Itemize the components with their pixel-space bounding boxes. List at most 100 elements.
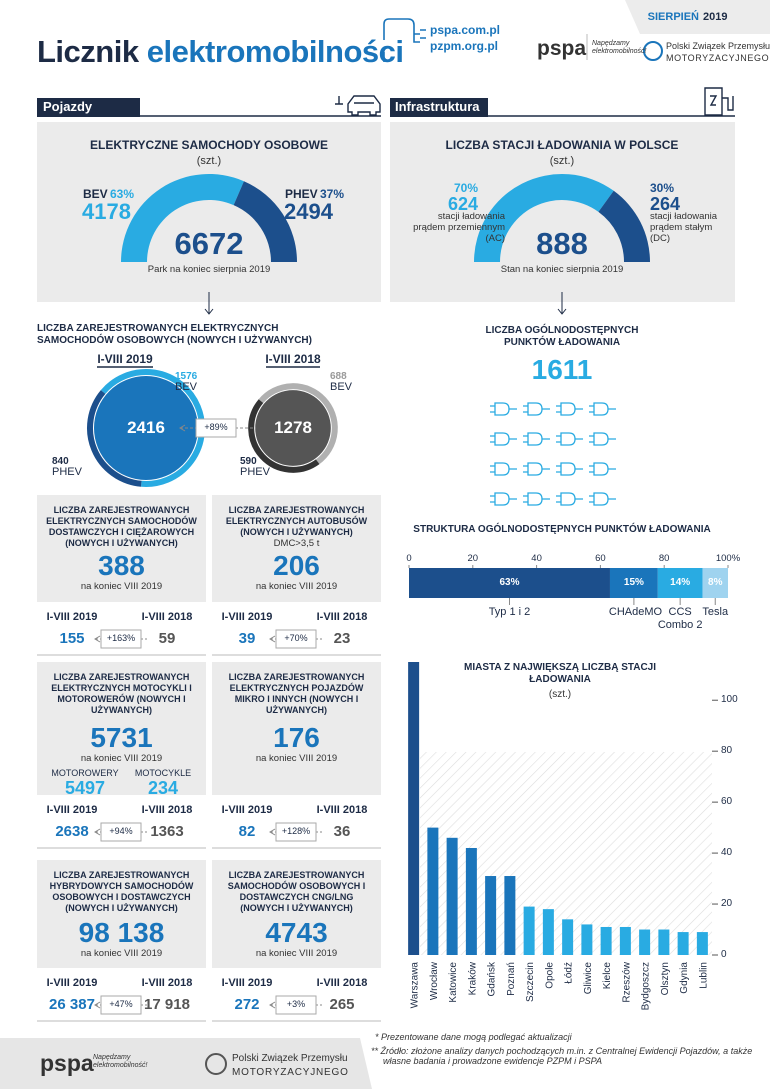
previous-value: 265	[329, 996, 355, 1013]
current-value: 2638	[55, 823, 89, 840]
website: pspa.com.pl	[430, 23, 501, 37]
x-tick-label: Lublin	[698, 962, 709, 989]
part-count: 4178	[82, 199, 131, 224]
part-name: PHEV	[285, 187, 318, 201]
total-circle	[255, 390, 331, 466]
phev-label: PHEV	[240, 466, 270, 478]
x-tick-label: 80	[658, 553, 670, 564]
pspa-logo: pspa	[537, 37, 587, 60]
plug-icon	[490, 462, 517, 476]
gauge-total: 6672	[174, 226, 244, 261]
x-tick-label: Rzeszów	[621, 961, 632, 1002]
part-share: 63%	[110, 187, 135, 201]
x-tick-label: Gdynia	[679, 962, 690, 994]
section-tab	[37, 98, 140, 117]
footer-band	[0, 1038, 372, 1089]
plug-icon	[523, 462, 550, 476]
change-box	[100, 822, 142, 842]
panel-title: LICZBA STACJI ŁADOWANIA W POLSCE	[445, 138, 679, 152]
current-value: 82	[238, 823, 256, 840]
box-total: 206	[273, 550, 320, 581]
bev-label: BEV	[175, 381, 198, 393]
y-tick-label: 20	[721, 898, 733, 910]
category-label: Tesla	[702, 606, 729, 618]
x-tick-label: Kielce	[602, 962, 613, 990]
pzpm-icon	[205, 1053, 227, 1075]
bar	[639, 929, 651, 955]
current-value: 39	[238, 630, 256, 647]
panel-unit: (szt.)	[196, 155, 222, 167]
phev-value: 590	[240, 456, 257, 467]
box-note: DMC>3,5 t	[273, 538, 320, 549]
y-tick-label: 100	[721, 694, 738, 706]
plug-icon	[523, 492, 550, 506]
x-tick-label: 20	[467, 553, 479, 564]
category-label: Typ 1 i 2	[488, 606, 531, 618]
period-label: I-VIII 2018	[141, 611, 193, 623]
plug-logo	[383, 18, 426, 62]
x-tick-label: Wrocław	[429, 961, 440, 1000]
part-desc: stacji ładowania prądem stałym (DC)	[650, 211, 718, 244]
value-label: 15%	[623, 577, 644, 588]
share-ring	[248, 399, 320, 473]
box-caption: na koniec VIII 2019	[80, 581, 163, 592]
box-panel	[37, 495, 206, 602]
period-label: I-VIII 2019	[46, 977, 98, 989]
change-arrowhead	[94, 828, 101, 836]
box-panel	[37, 860, 206, 968]
part-desc: stacji ładowania prądem przemiennym (AC)	[413, 211, 505, 244]
box-caption: na koniec VIII 2019	[80, 753, 163, 764]
part-name: BEV	[83, 187, 108, 201]
split-label: MOTOCYKLE	[134, 768, 192, 778]
split-value: 5497	[64, 778, 106, 798]
pzpm-name: Polski Związek Przemysłu	[666, 41, 770, 51]
plug-icon	[589, 402, 616, 416]
box-title: LICZBA ZAREJESTROWANYCH ELEKTRYCZNYCH AU…	[225, 505, 368, 537]
bar-segment	[702, 568, 728, 598]
period-label: I-VIII 2018	[141, 977, 193, 989]
y-tick-label: 60	[721, 796, 733, 808]
period-label: I-VIII 2019	[46, 804, 98, 816]
plug-icon	[490, 402, 517, 416]
bar	[542, 909, 554, 955]
bev-value: 1576	[175, 371, 198, 382]
arrow	[204, 292, 214, 315]
part-count: 264	[650, 194, 681, 214]
gauge-segment	[121, 174, 244, 263]
gauge-segment	[474, 174, 614, 262]
x-tick-label: Poznań	[506, 962, 517, 996]
part-share: 70%	[453, 181, 478, 195]
change-arrowhead	[269, 1001, 276, 1009]
box-total: 5731	[90, 722, 153, 753]
x-tick-label: Bydgoszcz	[641, 962, 652, 1010]
y-tick-label: 80	[721, 745, 733, 757]
bar-segment	[657, 568, 703, 598]
period-label: I-VIII 2019	[221, 804, 273, 816]
box-title: LICZBA ZAREJESTROWANYCH ELEKTRYCZNYCH SA…	[46, 505, 197, 548]
part-share: 37%	[320, 187, 345, 201]
change-arrowhead	[94, 635, 101, 643]
bar	[427, 827, 439, 955]
gauge-caption: Park na koniec sierpnia 2019	[147, 264, 271, 275]
x-tick-label: Olsztyn	[660, 962, 671, 995]
previous-value: 17 918	[144, 996, 190, 1013]
x-tick-label: Gdańsk	[487, 961, 498, 996]
section-tab	[390, 98, 488, 117]
x-tick-label: Łódź	[564, 962, 575, 984]
change-box	[275, 995, 317, 1015]
total-circle	[94, 376, 198, 480]
change-label: +163%	[106, 633, 136, 643]
share-ring	[100, 369, 205, 487]
phev-label: PHEV	[52, 466, 82, 478]
period-label: I-VIII 2018	[316, 804, 368, 816]
period-label: I-VIII 2019	[221, 611, 273, 623]
x-tick-label: 40	[531, 553, 542, 564]
charger-icon	[704, 87, 734, 116]
footnote: * Prezentowane dane mogą podlegać aktual…	[375, 1032, 572, 1042]
box-title: LICZBA ZAREJESTROWANYCH HYBRYDOWYCH SAMO…	[49, 870, 194, 913]
bar	[581, 924, 593, 955]
value-label: 8%	[708, 577, 723, 588]
previous-value: 36	[333, 823, 351, 840]
